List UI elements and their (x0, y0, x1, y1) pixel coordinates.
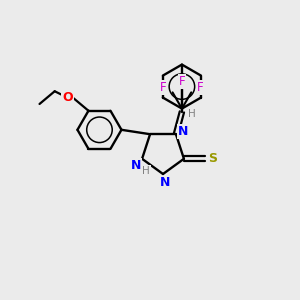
Text: S: S (208, 152, 217, 165)
Text: N: N (160, 176, 170, 190)
Text: F: F (178, 75, 185, 88)
Text: O: O (62, 91, 73, 103)
Text: N: N (178, 125, 188, 138)
Text: N: N (131, 159, 141, 172)
Text: H: H (188, 109, 196, 119)
Text: F: F (160, 81, 167, 94)
Text: H: H (142, 166, 150, 176)
Text: F: F (197, 81, 204, 94)
